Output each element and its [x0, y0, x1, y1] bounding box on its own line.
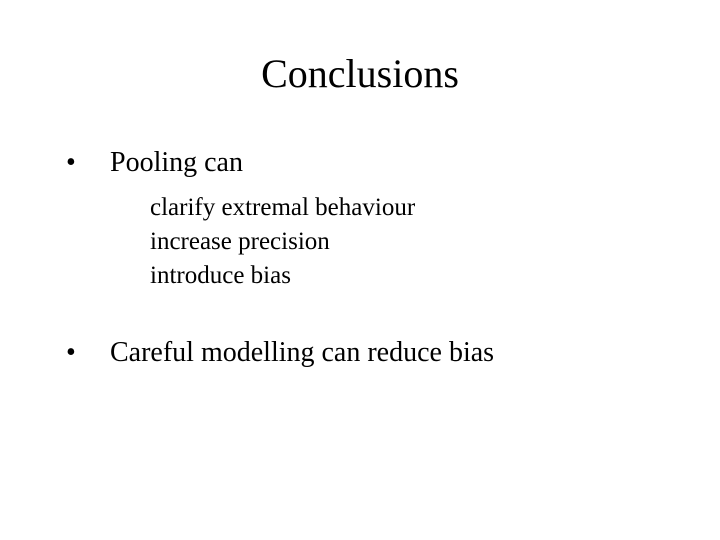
bullet-item: • Careful modelling can reduce bias — [60, 335, 660, 371]
bullet-item: • Pooling can — [60, 145, 660, 181]
sub-item: clarify extremal behaviour — [150, 191, 660, 225]
sub-item: increase precision — [150, 225, 660, 259]
sub-list: clarify extremal behaviour increase prec… — [150, 191, 660, 292]
bullet-text: Careful modelling can reduce bias — [110, 335, 494, 371]
bullet-marker-icon: • — [60, 335, 110, 371]
sub-item: introduce bias — [150, 259, 660, 293]
bullet-text: Pooling can — [110, 145, 243, 181]
bullet-marker-icon: • — [60, 145, 110, 181]
slide-title: Conclusions — [60, 50, 660, 97]
slide: Conclusions • Pooling can clarify extrem… — [0, 0, 720, 540]
